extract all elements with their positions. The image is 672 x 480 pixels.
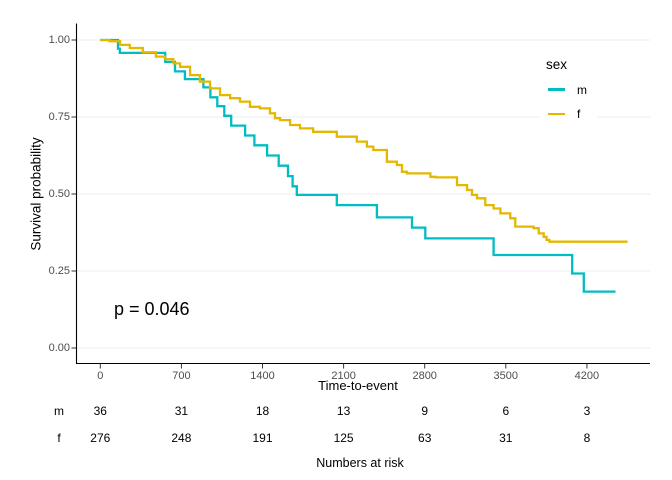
legend-title: sex — [546, 57, 568, 72]
risk-count-m-2100: 13 — [336, 404, 351, 418]
km-curve-f — [100, 38, 628, 243]
km-curve-m — [100, 38, 616, 293]
y-tick-label: 0.00 — [48, 341, 70, 354]
x-tick-label: 3500 — [493, 370, 519, 382]
risk-count-m-3500: 6 — [502, 404, 510, 418]
y-tick-label: 0.50 — [48, 187, 70, 200]
risk-count-m-700: 31 — [174, 404, 189, 418]
risk-count-f-3500: 31 — [499, 431, 513, 445]
risk-count-m-0: 36 — [93, 404, 107, 418]
x-tick-label: 0 — [97, 370, 104, 382]
y-tick-label: 1.00 — [48, 33, 70, 46]
risk-count-f-2800: 63 — [418, 431, 432, 445]
risk-count-f-700: 248 — [171, 431, 192, 445]
x-tick-label: 1400 — [250, 370, 275, 382]
risk-count-f-0: 276 — [90, 431, 111, 445]
legend-label-m: m — [577, 82, 587, 97]
risk-count-m-1400: 18 — [255, 404, 270, 418]
y-tick-label: 0.25 — [48, 264, 70, 277]
risk-row-label-m: m — [54, 404, 64, 418]
x-axis-title: Time-to-event — [318, 378, 398, 393]
risk-count-f-2100: 125 — [333, 431, 354, 445]
legend-label-f: f — [577, 106, 581, 121]
x-tick-label: 2800 — [412, 370, 437, 382]
risk-count-f-4200: 8 — [583, 431, 591, 445]
p-value-annotation: p = 0.046 — [114, 299, 190, 319]
x-tick-label: 700 — [172, 370, 191, 382]
legend-key-m — [548, 88, 565, 91]
risk-count-m-2800: 9 — [421, 404, 429, 418]
x-tick-label: 2100 — [331, 370, 356, 382]
risk-row-label-f: f — [57, 431, 61, 445]
legend-key-f — [548, 112, 565, 116]
risk-table-caption: Numbers at risk — [316, 456, 404, 470]
risk-count-m-4200: 3 — [583, 404, 591, 418]
risk-count-f-1400: 191 — [252, 431, 273, 445]
y-tick-label: 0.75 — [48, 110, 70, 123]
x-tick-label: 4200 — [574, 370, 600, 382]
